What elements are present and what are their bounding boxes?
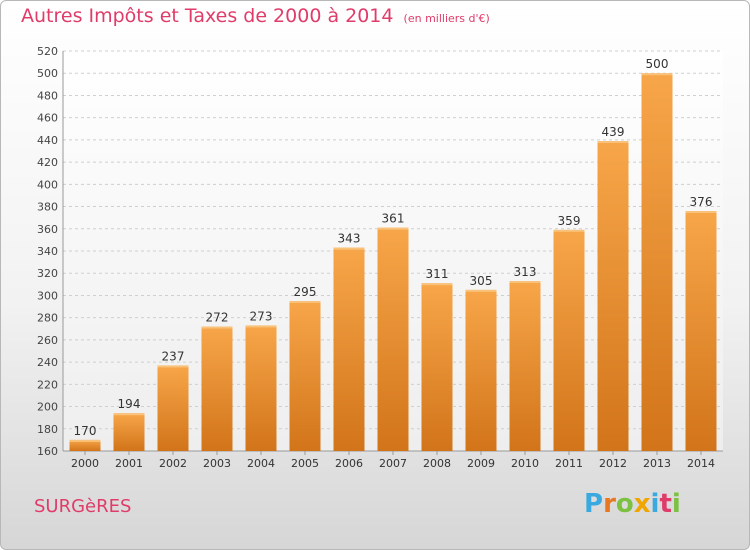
y-tick-label: 220 — [37, 378, 58, 391]
proxiti-logo: Proxiti — [584, 489, 681, 519]
y-tick-label: 480 — [37, 89, 58, 102]
y-tick-label: 320 — [37, 267, 58, 280]
x-tick-label: 2009 — [467, 457, 495, 470]
bar-highlight — [245, 325, 277, 328]
data-labels: 170 194 237 272 273 295 343 361 311 305 313 359 439 5… — [74, 57, 713, 438]
bar-highlight — [201, 326, 233, 329]
y-tick-label: 260 — [37, 334, 58, 347]
y-tick-label: 200 — [37, 401, 58, 414]
y-tick-label: 500 — [37, 67, 58, 80]
logo-letter: r — [603, 489, 616, 519]
bar-highlight — [421, 283, 453, 286]
commune-name: SURGèRES — [34, 496, 132, 517]
x-tick-label: 2005 — [291, 457, 319, 470]
data-label: 500 — [646, 57, 669, 71]
logo-letter: x — [633, 489, 651, 519]
bar — [509, 281, 541, 451]
data-label: 237 — [162, 349, 185, 363]
x-tick-label: 2011 — [555, 457, 583, 470]
bar — [685, 211, 717, 451]
bar — [69, 439, 101, 451]
data-label: 305 — [470, 274, 493, 288]
x-tick-label: 2013 — [643, 457, 671, 470]
y-tick-label: 340 — [37, 245, 58, 258]
logo-letter: t — [659, 489, 672, 519]
bar-highlight — [289, 301, 321, 303]
logo-letter: i — [650, 489, 660, 519]
bar — [333, 247, 365, 451]
logo-letter: i — [671, 489, 681, 519]
bar-highlight — [377, 227, 409, 230]
bar-highlight — [333, 247, 365, 250]
bar — [465, 289, 497, 451]
bar — [201, 326, 233, 451]
logo-letter: o — [615, 489, 634, 519]
bar — [641, 73, 673, 451]
data-label: 359 — [558, 214, 581, 228]
chart-title: Autres Impôts et Taxes de 2000 à 2014 (e… — [21, 5, 490, 27]
logo-letter: P — [584, 489, 604, 519]
x-tick-label: 2000 — [71, 457, 99, 470]
y-tick-label: 160 — [37, 445, 58, 458]
bars — [69, 73, 717, 451]
bar-highlight — [69, 439, 101, 442]
bar-highlight — [157, 365, 189, 368]
y-tick-label: 280 — [37, 312, 58, 325]
data-label: 376 — [690, 195, 713, 209]
y-tick-label: 380 — [37, 201, 58, 214]
data-label: 194 — [118, 397, 141, 411]
data-label: 313 — [514, 265, 537, 279]
y-tick-label: 240 — [37, 356, 58, 369]
x-tick-label: 2010 — [511, 457, 539, 470]
y-tick-label: 360 — [37, 223, 58, 236]
data-label: 311 — [426, 267, 449, 281]
x-tick-label: 2004 — [247, 457, 275, 470]
bar-highlight — [641, 73, 673, 76]
data-label: 272 — [206, 311, 229, 325]
data-label: 295 — [294, 285, 317, 299]
x-tick-label: 2006 — [335, 457, 363, 470]
data-label: 343 — [338, 232, 361, 246]
x-axis-ticks: 2000 2001 2002 2003 2004 2005 2006 2007 2008 2009… — [71, 451, 715, 470]
x-tick-label: 2014 — [687, 457, 715, 470]
data-label: 361 — [382, 212, 405, 226]
y-tick-label: 460 — [37, 112, 58, 125]
bar-highlight — [113, 413, 145, 416]
data-label: 170 — [74, 424, 97, 438]
x-tick-label: 2007 — [379, 457, 407, 470]
x-tick-label: 2012 — [599, 457, 627, 470]
chart-unit: (en milliers d'€) — [403, 12, 490, 25]
data-label: 273 — [250, 309, 273, 323]
bar — [245, 325, 277, 451]
y-tick-label: 520 — [37, 45, 58, 58]
y-tick-label: 420 — [37, 156, 58, 169]
bar-highlight — [685, 211, 717, 213]
y-tick-label: 400 — [37, 178, 58, 191]
bar — [597, 141, 629, 451]
bar — [553, 229, 585, 451]
x-tick-label: 2001 — [115, 457, 143, 470]
x-tick-label: 2008 — [423, 457, 451, 470]
y-axis-ticks: 160 180 200 220 240 260 280 300 320 340 360 380 400 4… — [37, 45, 58, 458]
data-label: 439 — [602, 125, 625, 139]
bar-highlight — [553, 229, 585, 232]
bar — [113, 413, 145, 451]
chart-title-text: Autres Impôts et Taxes de 2000 à 2014 — [21, 5, 394, 27]
x-tick-label: 2003 — [203, 457, 231, 470]
bar-highlight — [509, 281, 541, 283]
bar — [157, 365, 189, 451]
bar-highlight — [597, 141, 629, 143]
bar — [421, 283, 453, 451]
y-tick-label: 180 — [37, 423, 58, 436]
y-tick-label: 300 — [37, 289, 58, 302]
bar — [377, 227, 409, 451]
y-tick-label: 440 — [37, 134, 58, 147]
bar-highlight — [465, 289, 497, 292]
bar — [289, 301, 321, 451]
x-tick-label: 2002 — [159, 457, 187, 470]
